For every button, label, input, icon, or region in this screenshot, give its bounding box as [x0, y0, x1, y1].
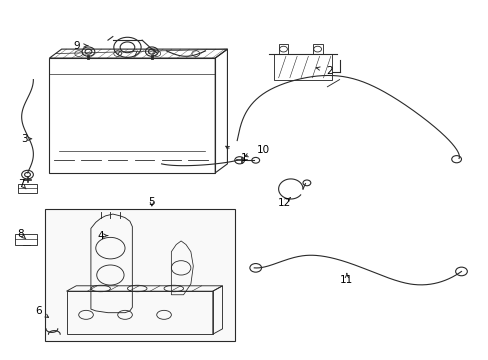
Text: 9: 9	[73, 41, 80, 50]
Text: 1: 1	[241, 153, 247, 163]
Text: 3: 3	[21, 134, 27, 144]
Text: 12: 12	[277, 198, 290, 208]
Text: 5: 5	[148, 197, 155, 207]
Bar	[44, 209, 234, 341]
Text: 10: 10	[256, 144, 269, 154]
Text: 4: 4	[97, 231, 104, 240]
Text: 2: 2	[325, 66, 332, 76]
Text: 6: 6	[35, 306, 42, 316]
Text: 7: 7	[18, 179, 24, 189]
Text: 8: 8	[17, 229, 23, 239]
Text: 11: 11	[340, 275, 353, 285]
